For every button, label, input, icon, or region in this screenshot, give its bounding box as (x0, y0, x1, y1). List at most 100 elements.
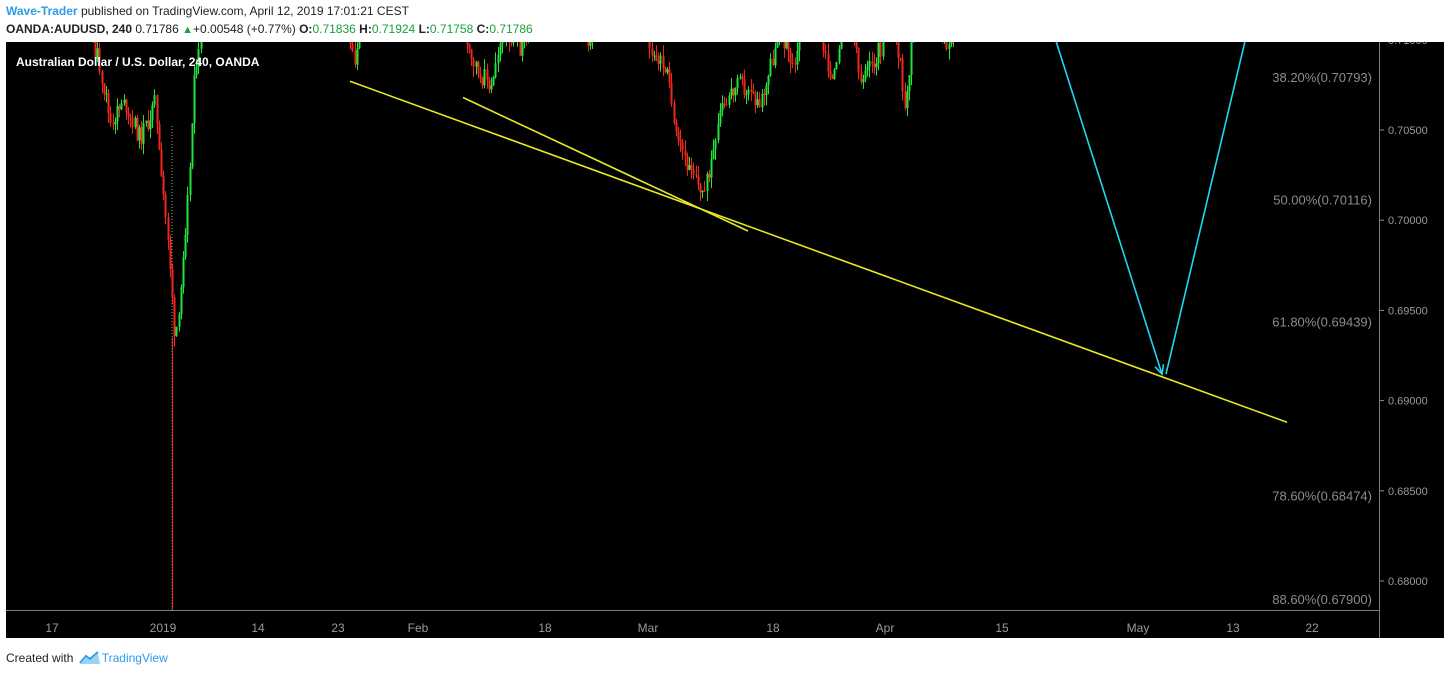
candle-body (897, 42, 900, 59)
price-chart[interactable]: 0.00%(0.72986)23.60%(0.71631)38.20%(0.70… (0, 42, 1444, 640)
candle-body (497, 54, 500, 64)
candle-body (871, 61, 874, 64)
candle-body (118, 106, 121, 110)
tradingview-link[interactable]: TradingView (101, 651, 168, 666)
candle-body (758, 99, 761, 108)
candle-body (734, 88, 737, 96)
fib-level-label: 38.20%(0.70793) (1272, 70, 1372, 85)
candle-body (156, 95, 159, 124)
price-axis-background[interactable] (1380, 42, 1444, 638)
candle-body (879, 42, 882, 57)
candle-body (466, 42, 469, 45)
candle-body (486, 69, 489, 80)
candle-body (648, 42, 651, 49)
candle-body (840, 42, 843, 49)
candle-body (723, 103, 726, 105)
price-tick-label: 0.70500 (1388, 125, 1428, 137)
candle-body (776, 42, 779, 48)
candle-body (510, 42, 513, 44)
candle-body (862, 79, 865, 83)
candle-body (103, 83, 106, 95)
last-price: 0.71786 (135, 22, 179, 36)
candle-body (684, 150, 687, 156)
author-link[interactable]: Wave-Trader (6, 4, 78, 18)
symbol-label: OANDA:AUDUSD, 240 (6, 22, 133, 36)
candle-body (860, 72, 863, 83)
candle-body (743, 79, 746, 95)
candle-body (145, 120, 148, 123)
candle-body (655, 55, 658, 61)
time-tick-label: Apr (876, 621, 895, 635)
up-triangle-icon: ▲ (182, 24, 193, 36)
candle-body (481, 77, 484, 86)
close-value: 0.71786 (489, 22, 533, 36)
candle-body (756, 99, 759, 106)
candle-body (791, 62, 794, 64)
candle-body (906, 91, 909, 109)
candle-body (492, 77, 495, 86)
candle-body (587, 42, 590, 46)
candle-body (719, 110, 722, 124)
candle-body (910, 42, 913, 76)
candle-body (699, 184, 702, 193)
candle-body (712, 149, 715, 160)
candle-body (745, 94, 748, 96)
candle-body (796, 50, 799, 65)
candle-body (899, 58, 902, 60)
time-tick-label: 18 (766, 621, 780, 635)
candle-body (125, 99, 128, 113)
candle-body (668, 69, 671, 83)
candle-body (833, 69, 836, 79)
price-tick-label: 0.71000 (1388, 42, 1428, 47)
price-axis-layer: 0.735000.730000.725000.720000.715000.710… (1380, 42, 1428, 588)
fib-level-label: 78.60%(0.68474) (1272, 488, 1372, 503)
candle-body (701, 190, 704, 193)
trendline-lower-channel (349, 80, 1288, 423)
candle-body (717, 123, 720, 141)
candle-body (827, 53, 830, 72)
candle-body (754, 93, 757, 106)
candle-body (692, 169, 695, 175)
candle-body (197, 48, 200, 68)
candle-body (354, 50, 357, 65)
candle-body (521, 42, 524, 56)
candle-body (686, 155, 689, 171)
time-tick-label: Feb (408, 621, 429, 635)
footer: Created with TradingView (6, 651, 168, 667)
open-label: O: (299, 22, 313, 36)
candle-body (494, 63, 497, 78)
candle-body (948, 44, 951, 50)
candle-body (908, 75, 911, 92)
time-tick-label: 17 (45, 621, 59, 635)
candle-body (794, 63, 797, 65)
candle-body (131, 117, 134, 128)
candle-body (158, 123, 161, 150)
projection-arrow-2 (1165, 42, 1246, 375)
candle-body (136, 117, 139, 141)
candle-body (180, 287, 183, 315)
time-tick-label: 15 (995, 621, 1009, 635)
price-tick-label: 0.68000 (1388, 576, 1428, 588)
candle-body (945, 42, 948, 50)
time-tick-label: 14 (251, 621, 265, 635)
candle-body (662, 55, 665, 68)
candle-body (149, 120, 152, 130)
candle-body (710, 159, 713, 178)
candle-body (831, 76, 834, 79)
projection-arrow-1 (1055, 42, 1163, 375)
candle-body (114, 121, 117, 125)
candle-body (721, 103, 724, 111)
candle-body (167, 217, 170, 240)
price-tick-label: 0.68500 (1388, 486, 1428, 498)
candle-body (109, 113, 112, 123)
candle-body (822, 42, 825, 51)
candle-body (147, 120, 150, 130)
fib-level-label: 88.60%(0.67900) (1272, 592, 1372, 607)
candle-body (193, 75, 196, 124)
candle-body (182, 257, 185, 288)
candle-body (589, 42, 592, 46)
candle-body (882, 42, 885, 57)
candle-body (877, 42, 880, 64)
candle-body (866, 67, 869, 71)
candle-body (479, 73, 482, 78)
